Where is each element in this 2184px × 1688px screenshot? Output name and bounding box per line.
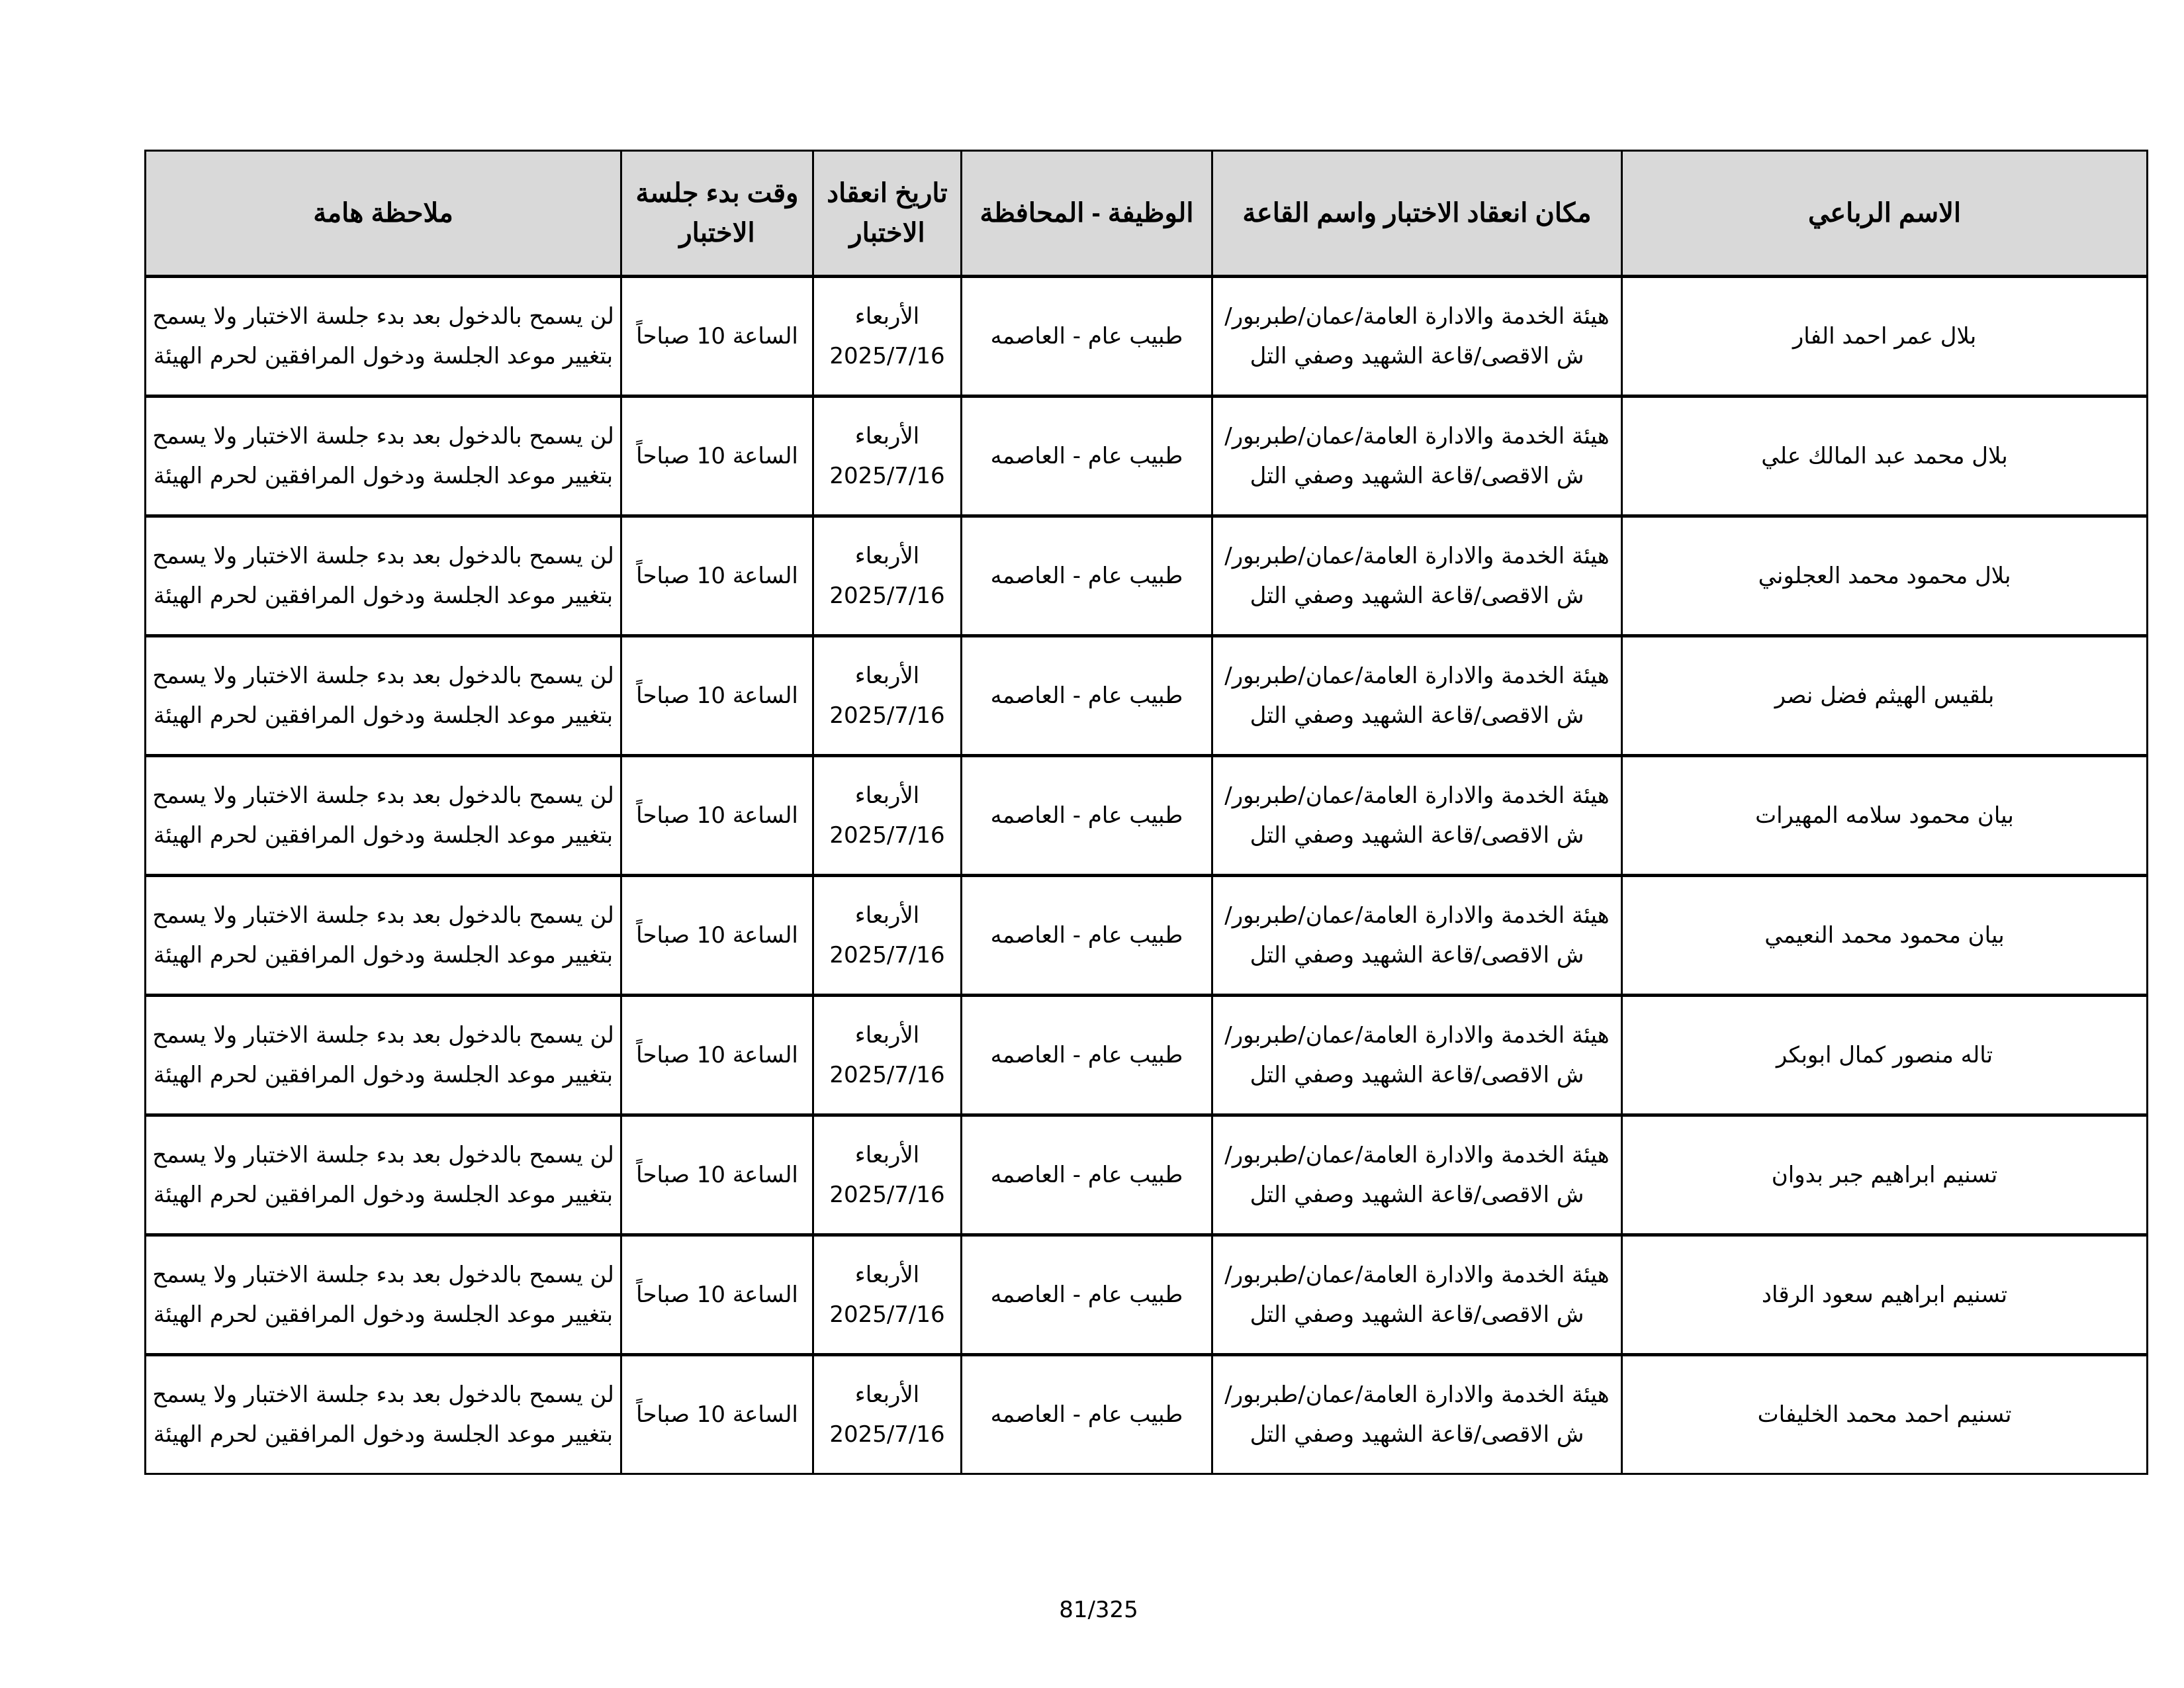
cell-date: الأربعاء 2025/7/16	[812, 395, 962, 517]
cell-location: هيئة الخدمة والادارة العامة/عمان/طبربور/…	[1211, 754, 1623, 876]
exam-day: الأربعاء	[854, 1142, 920, 1168]
cell-location: هيئة الخدمة والادارة العامة/عمان/طبربور/…	[1211, 275, 1623, 397]
exam-date: 2025/7/16	[829, 463, 945, 489]
table-row: بلال عمر احمد الفار هيئة الخدمة والادارة …	[144, 275, 2148, 397]
cell-note: لن يسمح بالدخول بعد بدء جلسة الاختبار ول…	[144, 874, 622, 996]
exam-day: الأربعاء	[854, 782, 920, 809]
cell-location: هيئة الخدمة والادارة العامة/عمان/طبربور/…	[1211, 1233, 1623, 1356]
cell-job: طبيب عام - العاصمه	[960, 1233, 1213, 1356]
exam-date: 2025/7/16	[829, 702, 945, 729]
cell-time: الساعة 10 صباحاً	[620, 754, 814, 876]
exam-date: 2025/7/16	[829, 1182, 945, 1208]
cell-note: لن يسمح بالدخول بعد بدء جلسة الاختبار ول…	[144, 1113, 622, 1236]
exam-day: الأربعاء	[854, 1262, 920, 1288]
cell-date: الأربعاء 2025/7/16	[812, 994, 962, 1116]
cell-time: الساعة 10 صباحاً	[620, 1113, 814, 1236]
cell-date: الأربعاء 2025/7/16	[812, 1233, 962, 1356]
cell-location: هيئة الخدمة والادارة العامة/عمان/طبربور/…	[1211, 1113, 1623, 1236]
cell-time: الساعة 10 صباحاً	[620, 1353, 814, 1475]
cell-name: بلال عمر احمد الفار	[1621, 275, 2148, 397]
cell-date: الأربعاء 2025/7/16	[812, 1113, 962, 1236]
page-number: 81/325	[1059, 1597, 1138, 1623]
cell-name: بلال محمد عبد المالك علي	[1621, 395, 2148, 517]
cell-job: طبيب عام - العاصمه	[960, 994, 1213, 1116]
header-name: الاسم الرباعي	[1621, 150, 2148, 277]
table-row: تاله منصور كمال ابوبكر هيئة الخدمة والادا…	[144, 994, 2148, 1116]
cell-job: طبيب عام - العاصمه	[960, 395, 1213, 517]
cell-date: الأربعاء 2025/7/16	[812, 514, 962, 637]
cell-date: الأربعاء 2025/7/16	[812, 754, 962, 876]
table-row: بلال محمد عبد المالك علي هيئة الخدمة والا…	[144, 395, 2148, 517]
table-row: تسنيم احمد محمد الخليفات هيئة الخدمة والا…	[144, 1353, 2148, 1475]
cell-location: هيئة الخدمة والادارة العامة/عمان/طبربور/…	[1211, 634, 1623, 757]
cell-date: الأربعاء 2025/7/16	[812, 634, 962, 757]
header-job: الوظيفة - المحافظة	[960, 150, 1213, 277]
cell-job: طبيب عام - العاصمه	[960, 275, 1213, 397]
cell-name: تسنيم ابراهيم سعود الرقاد	[1621, 1233, 2148, 1356]
cell-time: الساعة 10 صباحاً	[620, 395, 814, 517]
cell-name: تسنيم ابراهيم جبر بدوان	[1621, 1113, 2148, 1236]
exam-day: الأربعاء	[854, 1382, 920, 1408]
table-row: بيان محمود سلامه المهيرات هيئة الخدمة وال…	[144, 754, 2148, 876]
cell-name: تاله منصور كمال ابوبكر	[1621, 994, 2148, 1116]
cell-date: الأربعاء 2025/7/16	[812, 874, 962, 996]
table-row: تسنيم ابراهيم جبر بدوان هيئة الخدمة والاد…	[144, 1113, 2148, 1236]
table-row: تسنيم ابراهيم سعود الرقاد هيئة الخدمة وال…	[144, 1233, 2148, 1356]
exam-date: 2025/7/16	[829, 822, 945, 849]
cell-note: لن يسمح بالدخول بعد بدء جلسة الاختبار ول…	[144, 275, 622, 397]
header-date: تاريخ انعقاد الاختبار	[812, 150, 962, 277]
cell-time: الساعة 10 صباحاً	[620, 994, 814, 1116]
header-time: وقت بدء جلسة الاختبار	[620, 150, 814, 277]
cell-name: بلقيس الهيثم فضل نصر	[1621, 634, 2148, 757]
header-location: مكان انعقاد الاختبار واسم القاعة	[1211, 150, 1623, 277]
exam-date: 2025/7/16	[829, 942, 945, 968]
cell-location: هيئة الخدمة والادارة العامة/عمان/طبربور/…	[1211, 514, 1623, 637]
exam-day: الأربعاء	[854, 663, 920, 689]
exam-date: 2025/7/16	[829, 1062, 945, 1088]
table-row: بيان محمود محمد النعيمي هيئة الخدمة والاد…	[144, 874, 2148, 996]
cell-location: هيئة الخدمة والادارة العامة/عمان/طبربور/…	[1211, 395, 1623, 517]
cell-note: لن يسمح بالدخول بعد بدء جلسة الاختبار ول…	[144, 634, 622, 757]
cell-job: طبيب عام - العاصمه	[960, 754, 1213, 876]
table-row: بلال محمود محمد العجلوني هيئة الخدمة والا…	[144, 514, 2148, 637]
cell-location: هيئة الخدمة والادارة العامة/عمان/طبربور/…	[1211, 994, 1623, 1116]
cell-job: طبيب عام - العاصمه	[960, 634, 1213, 757]
header-note: ملاحظة هامة	[144, 150, 622, 277]
exam-date: 2025/7/16	[829, 1421, 945, 1448]
exam-date: 2025/7/16	[829, 1301, 945, 1328]
cell-time: الساعة 10 صباحاً	[620, 275, 814, 397]
cell-time: الساعة 10 صباحاً	[620, 874, 814, 996]
exam-schedule-table: الاسم الرباعي مكان انعقاد الاختبار واسم …	[144, 150, 2148, 1475]
exam-day: الأربعاء	[854, 423, 920, 449]
cell-note: لن يسمح بالدخول بعد بدء جلسة الاختبار ول…	[144, 1353, 622, 1475]
cell-name: بلال محمود محمد العجلوني	[1621, 514, 2148, 637]
exam-day: الأربعاء	[854, 902, 920, 929]
cell-date: الأربعاء 2025/7/16	[812, 275, 962, 397]
header-row: الاسم الرباعي مكان انعقاد الاختبار واسم …	[144, 150, 2148, 277]
cell-job: طبيب عام - العاصمه	[960, 1113, 1213, 1236]
exam-day: الأربعاء	[854, 1022, 920, 1049]
cell-name: تسنيم احمد محمد الخليفات	[1621, 1353, 2148, 1475]
exam-day: الأربعاء	[854, 543, 920, 569]
cell-time: الساعة 10 صباحاً	[620, 514, 814, 637]
cell-note: لن يسمح بالدخول بعد بدء جلسة الاختبار ول…	[144, 994, 622, 1116]
cell-name: بيان محمود سلامه المهيرات	[1621, 754, 2148, 876]
cell-location: هيئة الخدمة والادارة العامة/عمان/طبربور/…	[1211, 874, 1623, 996]
cell-job: طبيب عام - العاصمه	[960, 1353, 1213, 1475]
exam-date: 2025/7/16	[829, 343, 945, 369]
cell-job: طبيب عام - العاصمه	[960, 514, 1213, 637]
cell-note: لن يسمح بالدخول بعد بدء جلسة الاختبار ول…	[144, 395, 622, 517]
cell-note: لن يسمح بالدخول بعد بدء جلسة الاختبار ول…	[144, 1233, 622, 1356]
cell-job: طبيب عام - العاصمه	[960, 874, 1213, 996]
exam-day: الأربعاء	[854, 303, 920, 330]
cell-name: بيان محمود محمد النعيمي	[1621, 874, 2148, 996]
cell-note: لن يسمح بالدخول بعد بدء جلسة الاختبار ول…	[144, 754, 622, 876]
cell-note: لن يسمح بالدخول بعد بدء جلسة الاختبار ول…	[144, 514, 622, 637]
cell-time: الساعة 10 صباحاً	[620, 634, 814, 757]
cell-time: الساعة 10 صباحاً	[620, 1233, 814, 1356]
table-row: بلقيس الهيثم فضل نصر هيئة الخدمة والادارة…	[144, 634, 2148, 757]
cell-date: الأربعاء 2025/7/16	[812, 1353, 962, 1475]
cell-location: هيئة الخدمة والادارة العامة/عمان/طبربور/…	[1211, 1353, 1623, 1475]
exam-date: 2025/7/16	[829, 583, 945, 609]
